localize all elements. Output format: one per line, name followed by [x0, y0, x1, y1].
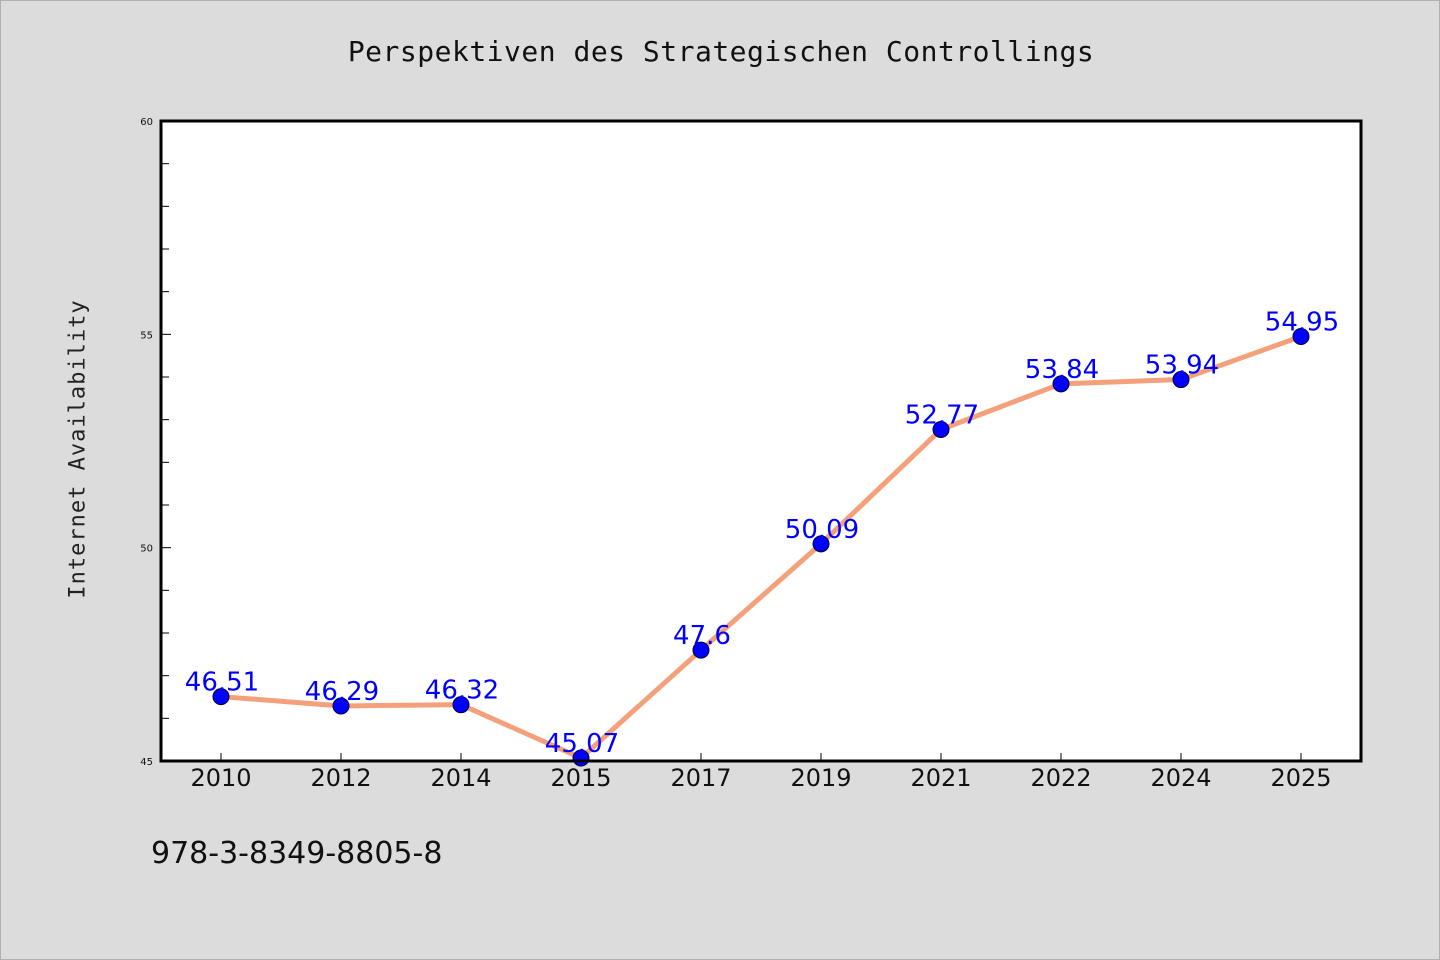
y-tick-label: 55	[140, 330, 153, 341]
plot-area	[161, 121, 1361, 761]
y-tick-label: 60	[140, 117, 153, 128]
data-label: 50.09	[785, 515, 859, 545]
data-label: 52.77	[905, 400, 979, 430]
x-axis-ticks: 2010 2012 2014 2015 2017 2019 2021 2022 2024 2025	[190, 753, 1332, 792]
x-tick-label: 2010	[190, 764, 251, 792]
data-point	[1052, 375, 1070, 393]
isbn-footnote: 978-3-8349-8805-8	[151, 836, 443, 871]
data-label: 54.95	[1265, 307, 1339, 337]
x-tick-label: 2017	[670, 764, 731, 792]
data-point	[932, 420, 950, 438]
data-label: 47.6	[673, 621, 731, 651]
x-tick-label: 2012	[310, 764, 371, 792]
y-tick-label: 50	[140, 544, 153, 555]
data-label: 46.32	[425, 676, 499, 706]
data-point	[1172, 371, 1190, 389]
data-label: 46.51	[185, 668, 259, 698]
data-point	[332, 697, 350, 715]
data-label: 53.84	[1025, 355, 1099, 385]
series-line	[218, 333, 1304, 761]
data-point	[212, 688, 230, 706]
y-tick-label: 45	[140, 757, 153, 768]
chart-title: Perspektiven des Strategischen Controlli…	[347, 35, 1095, 68]
data-label: 53.94	[1145, 351, 1219, 381]
x-tick-label: 2021	[910, 764, 971, 792]
plot-frame	[159, 119, 1363, 763]
x-tick-label: 2019	[790, 764, 851, 792]
data-point	[812, 535, 830, 553]
x-tick-label: 2022	[1030, 764, 1091, 792]
data-label: 46.29	[305, 677, 379, 707]
x-tick-label: 2024	[1150, 764, 1211, 792]
x-tick-label: 2015	[550, 764, 611, 792]
data-point	[452, 696, 470, 714]
data-label: 45.07	[545, 729, 619, 759]
x-tick-label: 2025	[1270, 764, 1331, 792]
data-point	[1292, 327, 1310, 345]
data-point	[692, 641, 710, 659]
x-tick-label: 2014	[430, 764, 491, 792]
